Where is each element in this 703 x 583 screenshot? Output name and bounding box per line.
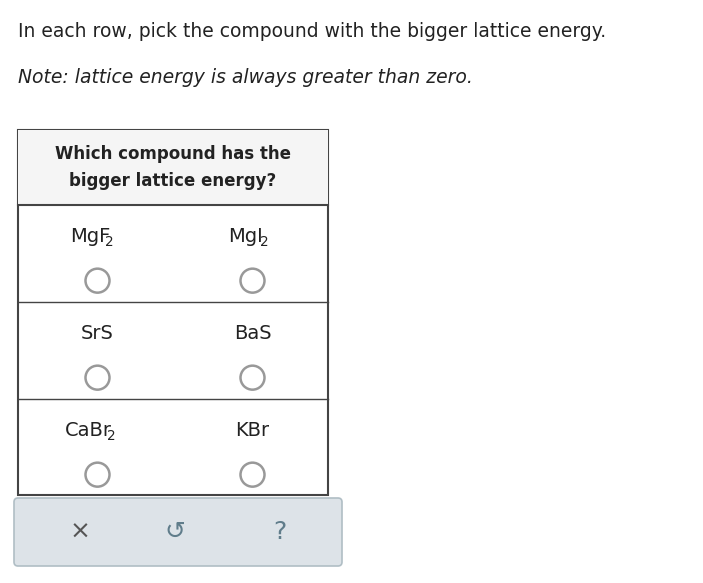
Circle shape — [86, 366, 110, 389]
Circle shape — [240, 463, 264, 487]
Circle shape — [240, 366, 264, 389]
Text: BaS: BaS — [233, 324, 271, 343]
Text: Note: lattice energy is always greater than zero.: Note: lattice energy is always greater t… — [18, 68, 473, 87]
Text: MgF: MgF — [70, 227, 110, 245]
Text: KBr: KBr — [236, 420, 269, 440]
Circle shape — [86, 269, 110, 293]
Circle shape — [240, 269, 264, 293]
Text: 2: 2 — [108, 429, 116, 443]
Text: ↺: ↺ — [165, 520, 186, 544]
Text: 2: 2 — [260, 236, 269, 250]
FancyBboxPatch shape — [14, 498, 342, 566]
Text: SrS: SrS — [81, 324, 114, 343]
Circle shape — [86, 463, 110, 487]
Text: CaBr: CaBr — [65, 420, 112, 440]
Bar — [18, 130, 328, 495]
Text: 2: 2 — [105, 236, 114, 250]
Text: Which compound has the
bigger lattice energy?: Which compound has the bigger lattice en… — [55, 145, 291, 189]
Text: MgI: MgI — [228, 227, 263, 245]
Text: ?: ? — [273, 520, 287, 544]
Bar — [18, 130, 328, 205]
Text: ×: × — [70, 520, 91, 544]
Text: In each row, pick the compound with the bigger lattice energy.: In each row, pick the compound with the … — [18, 22, 606, 41]
